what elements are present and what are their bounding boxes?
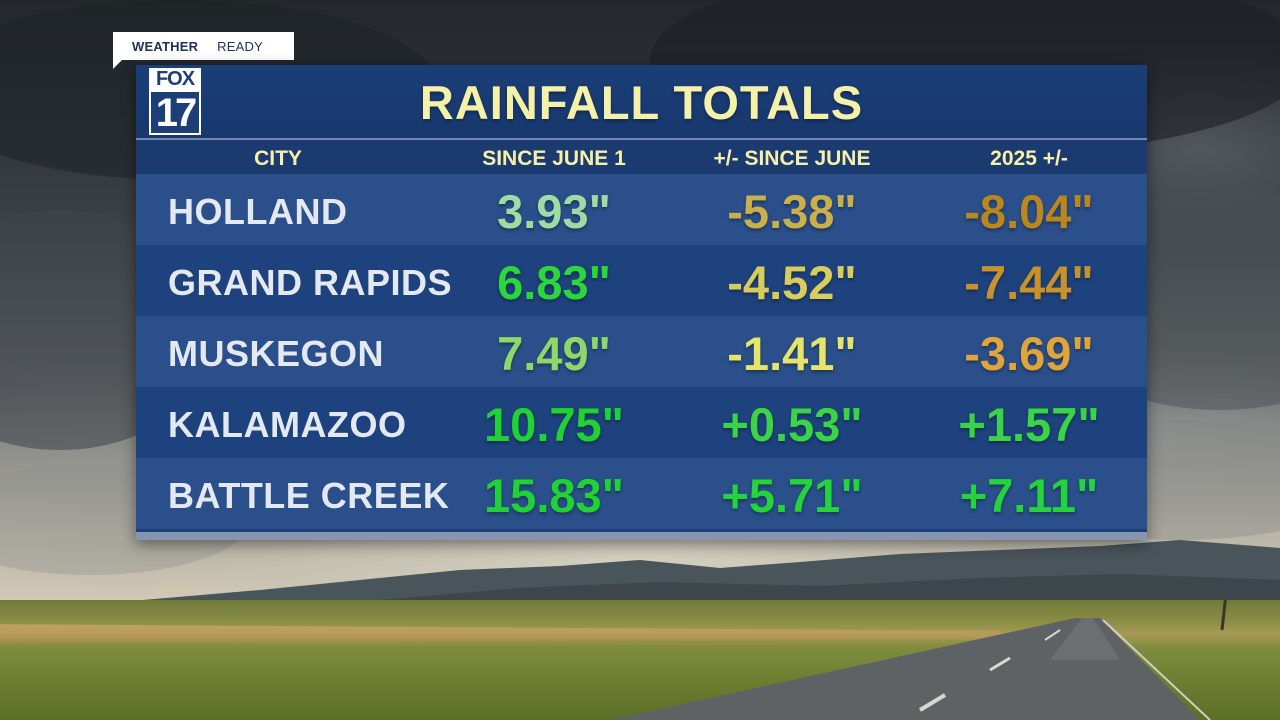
since-june-1-value: 7.49": [497, 327, 611, 380]
column-header-since-june-1: SINCE JUNE 1: [482, 147, 626, 170]
year-diff-value: -8.04": [964, 185, 1094, 238]
since-june-diff-value: +5.71": [721, 469, 863, 522]
weather-ready-tag: WEATHER READY: [113, 32, 294, 60]
logo-channel: 17: [149, 90, 201, 135]
since-june-1-value: 3.93": [497, 185, 611, 238]
board-header: FOX 17 RAINFALL TOTALS: [136, 65, 1147, 138]
board-title: RAINFALL TOTALS: [419, 76, 864, 129]
fox17-logo: FOX 17: [149, 68, 201, 135]
table-row: BATTLE CREEK 15.83" +5.71" +7.11": [136, 458, 1147, 529]
since-june-1-value: 6.83": [497, 256, 611, 309]
wheat-strip: [0, 624, 1000, 644]
year-diff-value: -3.69": [964, 327, 1094, 380]
since-june-diff-value: -4.52": [727, 256, 857, 309]
since-june-1-value: 15.83": [484, 469, 624, 522]
city-name: GRAND RAPIDS: [168, 262, 453, 303]
since-june-diff-value: +0.53": [721, 398, 863, 451]
year-diff-value: +7.11": [959, 469, 1099, 522]
city-name: HOLLAND: [168, 191, 348, 232]
column-header-city: CITY: [254, 147, 302, 170]
tag-weather-label: WEATHER: [132, 38, 199, 54]
logo-network: FOX: [149, 68, 201, 90]
column-header-year-diff: 2025 +/-: [990, 147, 1068, 170]
since-june-diff-value: -1.41": [727, 327, 857, 380]
tag-corner: [113, 60, 122, 69]
table-row: KALAMAZOO 10.75" +0.53" +1.57": [136, 387, 1147, 458]
table-row: GRAND RAPIDS 6.83" -4.52" -7.44": [136, 245, 1147, 316]
tag-ready-label: READY: [217, 38, 263, 54]
city-name: KALAMAZOO: [168, 404, 407, 445]
year-diff-value: +1.57": [958, 398, 1100, 451]
city-name: MUSKEGON: [168, 333, 385, 374]
header-divider: [136, 138, 1147, 140]
since-june-diff-value: -5.38": [727, 185, 857, 238]
road: [610, 600, 1227, 720]
column-header-since-june-diff: +/- SINCE JUNE: [713, 147, 871, 170]
rainfall-board: FOX 17 RAINFALL TOTALS CITY SINCE JUNE 1…: [136, 65, 1147, 540]
year-diff-value: -7.44": [964, 256, 1094, 309]
table-row: HOLLAND 3.93" -5.38" -8.04": [136, 174, 1147, 245]
board-bottom-bar: [136, 532, 1147, 540]
since-june-1-value: 10.75": [484, 398, 624, 451]
table-row: MUSKEGON 7.49" -1.41" -3.69": [136, 316, 1147, 387]
column-headers: CITY SINCE JUNE 1 +/- SINCE JUNE 2025 +/…: [136, 140, 1147, 174]
city-name: BATTLE CREEK: [168, 475, 450, 516]
